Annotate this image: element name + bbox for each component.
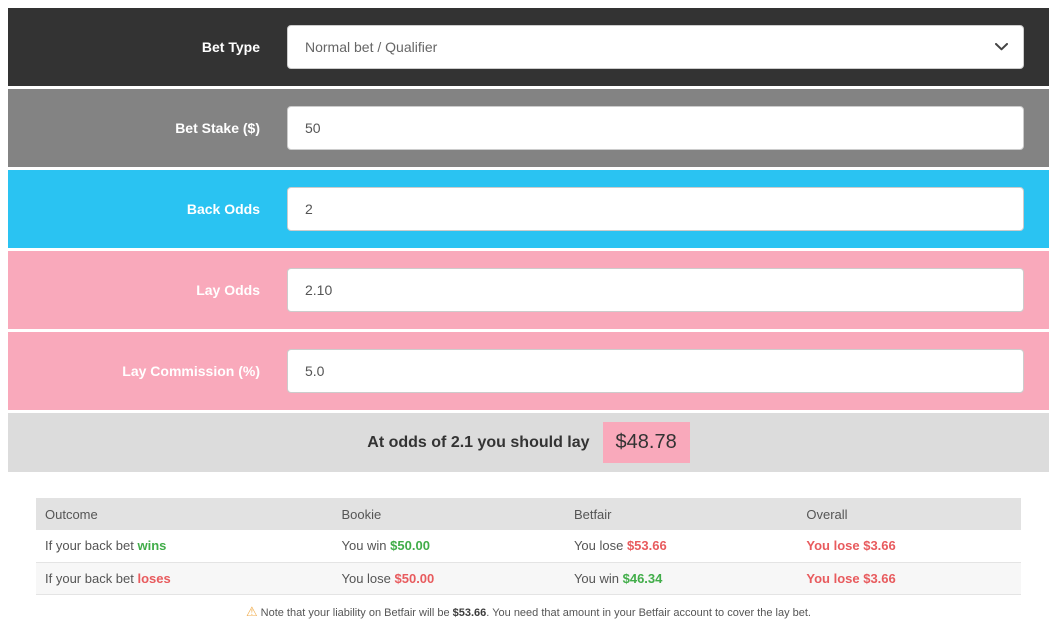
bookie-text: You lose — [341, 570, 395, 586]
lay-commission-input[interactable] — [287, 349, 1024, 393]
table-row-back-bet-wins: If your back bet wins You win $50.00 You… — [36, 530, 1021, 562]
table-row-back-bet-loses: If your back bet loses You lose $50.00 Y… — [36, 562, 1021, 594]
lay-result-text: At odds of 2.1 you should lay — [367, 433, 590, 451]
lay-result-row: At odds of 2.1 you should lay $48.78 — [8, 413, 1049, 472]
betfair-cell: You lose $53.66 — [565, 530, 797, 562]
outcomes-table: Outcome Bookie Betfair Overall If your b… — [36, 498, 1021, 595]
outcomes-table-header-row: Outcome Bookie Betfair Overall — [36, 498, 1021, 530]
lay-commission-label: Lay Commission (%) — [122, 363, 260, 379]
lay-odds-label: Lay Odds — [196, 282, 260, 298]
outcome-highlight: loses — [137, 570, 171, 586]
outcome-cell: If your back bet loses — [36, 562, 332, 594]
bookie-text: You win — [341, 538, 391, 554]
outcomes-table-section: Outcome Bookie Betfair Overall If your b… — [36, 498, 1021, 620]
note-suffix: . You need that amount in your Betfair a… — [486, 606, 811, 619]
outcome-cell: If your back bet wins — [36, 530, 332, 562]
bet-stake-label: Bet Stake ($) — [175, 120, 260, 136]
back-odds-label: Back Odds — [186, 201, 260, 217]
overall-text: You lose $3.66 — [806, 538, 896, 554]
column-header-betfair: Betfair — [564, 498, 798, 530]
betfair-cell: You win $46.34 — [565, 562, 797, 594]
lay-commission-row: Lay Commission (%) — [8, 332, 1049, 410]
bet-type-row: Bet Type Normal bet / Qualifier — [8, 8, 1049, 86]
note-amount: $53.66 — [452, 606, 487, 619]
back-odds-input[interactable] — [287, 187, 1024, 231]
bet-type-field-wrap: Normal bet / Qualifier — [287, 25, 1024, 69]
overall-text: You lose $3.66 — [806, 570, 896, 586]
column-header-outcome: Outcome — [36, 498, 333, 530]
bet-type-selected-value: Normal bet / Qualifier — [305, 39, 438, 55]
bet-type-label: Bet Type — [201, 39, 260, 55]
bet-stake-row: Bet Stake ($) — [8, 89, 1049, 167]
outcome-text: If your back bet — [45, 538, 138, 554]
liability-note: ⚠ Note that your liability on Betfair wil… — [36, 604, 1021, 620]
back-odds-field-wrap — [287, 187, 1024, 231]
overall-cell: You lose $3.66 — [797, 530, 1021, 562]
lay-commission-field-wrap — [287, 349, 1024, 393]
bookie-amount: $50.00 — [394, 570, 435, 586]
warning-icon: ⚠ — [245, 603, 258, 619]
betfair-amount: $46.34 — [622, 570, 663, 586]
bet-stake-input[interactable] — [287, 106, 1024, 150]
column-header-overall: Overall — [797, 498, 1021, 530]
bet-type-select[interactable]: Normal bet / Qualifier — [287, 25, 1024, 69]
note-prefix: Note that your liability on Betfair will… — [260, 606, 453, 619]
lay-bet-calculator: Bet Type Normal bet / Qualifier Bet Stak… — [8, 8, 1049, 472]
back-odds-row: Back Odds — [8, 170, 1049, 248]
chevron-down-icon — [995, 43, 1008, 51]
bookie-cell: You win $50.00 — [332, 530, 564, 562]
betfair-text: You lose — [573, 538, 627, 554]
betfair-text: You win — [573, 570, 623, 586]
outcome-highlight: wins — [137, 538, 167, 554]
overall-cell: You lose $3.66 — [797, 562, 1021, 594]
column-header-bookie: Bookie — [332, 498, 565, 530]
bet-stake-field-wrap — [287, 106, 1024, 150]
bookie-amount: $50.00 — [390, 538, 430, 554]
bookie-cell: You lose $50.00 — [332, 562, 564, 594]
outcome-text: If your back bet — [45, 570, 138, 586]
lay-result-amount: $48.78 — [602, 422, 690, 463]
lay-odds-row: Lay Odds — [8, 251, 1049, 329]
betfair-amount: $53.66 — [626, 538, 667, 554]
lay-odds-input[interactable] — [287, 268, 1024, 312]
lay-odds-field-wrap — [287, 268, 1024, 312]
